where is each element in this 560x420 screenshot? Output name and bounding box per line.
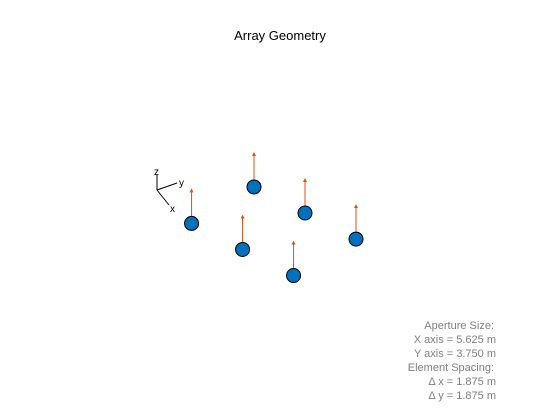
array-element xyxy=(246,151,262,195)
array-element xyxy=(235,214,251,257)
aperture-x-text: X axis = 5.625 m xyxy=(414,334,496,346)
element-marker xyxy=(297,205,313,221)
array-element xyxy=(348,204,364,247)
triad-x-axis xyxy=(156,189,170,206)
element-marker xyxy=(235,241,251,257)
element-marker xyxy=(184,215,200,231)
array-element xyxy=(286,240,302,284)
aperture-size-heading: Aperture Size: xyxy=(424,320,494,332)
aperture-y-text: Y axis = 3.750 m xyxy=(414,348,496,360)
element-marker xyxy=(246,179,262,195)
triad-x-label: x xyxy=(170,204,175,215)
axes-triad: z y x xyxy=(154,167,184,215)
chart-title: Array Geometry xyxy=(234,28,326,43)
element-marker xyxy=(286,268,302,284)
spacing-x-text: Δ x = 1.875 m xyxy=(428,376,496,388)
spacing-y-text: Δ y = 1.875 m xyxy=(428,390,496,402)
array-info: Aperture Size: X axis = 5.625 m Y axis =… xyxy=(408,320,496,402)
array-element xyxy=(184,188,200,231)
element-marker xyxy=(348,231,364,247)
triad-z-label: z xyxy=(154,167,159,178)
array-elements xyxy=(184,151,364,284)
array-element xyxy=(297,178,313,221)
element-spacing-heading: Element Spacing: xyxy=(408,362,494,374)
triad-y-axis xyxy=(156,182,178,191)
triad-y-label: y xyxy=(179,178,184,189)
